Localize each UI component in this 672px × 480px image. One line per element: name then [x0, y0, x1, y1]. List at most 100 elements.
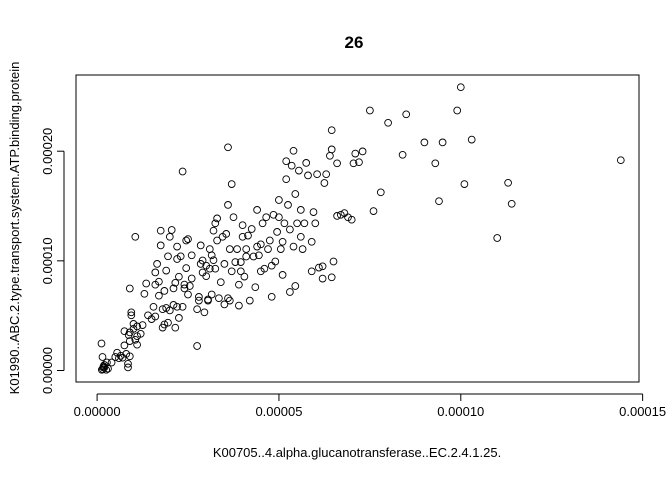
data-point — [187, 274, 196, 283]
x-tick-label: 0.00005 — [255, 404, 302, 419]
data-point — [231, 258, 240, 266]
data-point — [127, 308, 136, 317]
data-point — [169, 301, 178, 309]
data-point — [173, 242, 181, 251]
data-point — [287, 161, 296, 170]
data-point — [211, 264, 220, 273]
data-point — [215, 294, 223, 303]
data-point — [158, 305, 167, 314]
data-point — [227, 267, 236, 276]
data-point — [149, 302, 158, 311]
data-point — [460, 180, 469, 188]
data-point — [125, 284, 134, 293]
data-point — [435, 197, 443, 206]
data-point — [209, 226, 218, 235]
x-axis-label: K00705..4.alpha.glucanotransferase..EC.2… — [213, 445, 501, 460]
data-point — [289, 242, 298, 251]
data-point — [133, 340, 141, 349]
data-point — [207, 251, 216, 260]
data-point — [311, 219, 320, 228]
data-point — [116, 351, 125, 360]
data-point — [164, 318, 172, 327]
data-point — [202, 272, 211, 281]
data-point — [504, 178, 512, 187]
data-point — [184, 235, 192, 243]
data-point — [304, 171, 312, 180]
data-point — [198, 256, 207, 265]
data-point — [131, 232, 140, 241]
data-point — [124, 359, 132, 368]
data-point — [271, 257, 280, 266]
data-point — [156, 226, 165, 235]
data-point — [333, 159, 341, 168]
data-point — [125, 337, 134, 345]
data-point — [238, 221, 247, 230]
data-point — [286, 288, 294, 296]
data-point — [255, 251, 263, 260]
data-point — [366, 106, 374, 115]
data-point — [253, 242, 261, 251]
data-point — [507, 199, 516, 208]
data-point — [207, 290, 216, 299]
data-point — [142, 279, 151, 288]
data-point — [242, 245, 251, 253]
x-tick-label: 0.00010 — [437, 404, 484, 419]
data-point — [151, 268, 160, 277]
data-point — [224, 143, 232, 152]
data-point — [282, 157, 291, 166]
data-point — [193, 305, 201, 314]
data-point — [97, 339, 106, 348]
data-point — [216, 278, 225, 287]
data-point — [320, 179, 329, 187]
plot-frame — [75, 74, 640, 383]
data-point — [104, 364, 112, 373]
data-point — [182, 264, 191, 272]
data-point — [220, 260, 229, 268]
data-point — [184, 290, 192, 299]
data-point — [258, 219, 267, 228]
data-point — [169, 284, 178, 293]
data-point — [273, 228, 281, 236]
data-point — [178, 302, 187, 311]
y-axis: 0.00000 0.00010 0.00020 — [40, 128, 65, 394]
x-tick-label: 0.00015 — [619, 404, 666, 419]
data-point — [200, 308, 209, 317]
data-point — [209, 256, 218, 265]
data-point — [235, 280, 243, 289]
data-point — [171, 278, 180, 287]
data-point — [235, 301, 243, 310]
y-tick-label: 0.00010 — [40, 237, 55, 284]
data-point — [233, 245, 241, 253]
data-point — [349, 159, 358, 168]
data-point — [224, 294, 232, 303]
data-point — [318, 262, 327, 271]
y-tick-label: 0.00020 — [40, 128, 55, 175]
data-point — [275, 213, 283, 222]
data-point — [355, 158, 363, 167]
data-point — [115, 354, 123, 363]
data-point — [251, 283, 260, 292]
data-point — [213, 236, 221, 245]
data-point — [111, 353, 120, 361]
data-point — [125, 352, 134, 361]
data-point — [293, 219, 301, 228]
data-point — [185, 282, 194, 290]
data-point — [295, 166, 303, 175]
data-point — [164, 252, 172, 261]
data-point — [240, 272, 249, 281]
data-point — [431, 159, 440, 168]
data-point — [173, 302, 181, 311]
data-point — [300, 219, 309, 228]
data-point — [178, 167, 187, 176]
data-point — [205, 264, 214, 273]
data-point — [242, 252, 251, 261]
data-point — [180, 280, 189, 289]
data-point — [296, 206, 305, 214]
data-point — [195, 293, 203, 301]
data-point — [225, 296, 234, 305]
data-point — [176, 252, 185, 261]
data-point — [160, 320, 169, 329]
data-point — [182, 236, 191, 245]
data-point — [98, 353, 107, 361]
